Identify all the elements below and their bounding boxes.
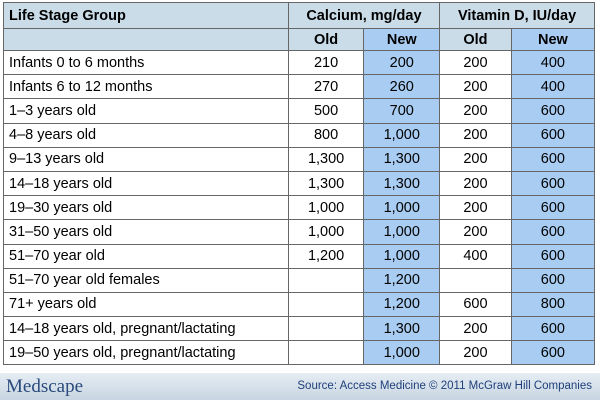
table-row: 31–50 years old 1,000 1,000 200 600: [3, 219, 596, 245]
value-cell: 700: [363, 98, 441, 124]
table-row: 14–18 years old, pregnant/lactating 1,300…: [3, 316, 596, 342]
table-row: 51–70 year old females 1,200 600: [3, 267, 596, 293]
row-label: 31–50 years old: [3, 219, 289, 245]
value-cell: 1,300: [287, 170, 365, 197]
value-cell: [439, 267, 512, 293]
value-cell: [287, 340, 365, 366]
value-cell: 260: [363, 74, 441, 100]
value-cell: 1,300: [287, 146, 365, 172]
footer: Medscape Source: Access Medicine © 2011 …: [0, 373, 600, 400]
row-label: 19–30 years old: [3, 195, 289, 221]
value-cell: 1,200: [287, 243, 365, 269]
value-cell: 1,200: [363, 291, 441, 318]
value-cell: 600: [510, 170, 596, 197]
row-label: 14–18 years old, pregnant/lactating: [3, 316, 289, 342]
value-cell: 600: [510, 195, 596, 221]
value-cell: 600: [439, 291, 512, 318]
value-cell: 400: [510, 74, 596, 100]
value-cell: 1,000: [363, 219, 441, 245]
header-row: Life Stage Group Calcium, mg/day Vitamin…: [3, 2, 595, 29]
header-cell: Vitamin D, IU/day: [439, 2, 595, 29]
row-label: 14–18 years old: [3, 170, 289, 197]
value-cell: 600: [510, 122, 596, 148]
value-cell: 800: [287, 122, 365, 148]
table-row: 1–3 years old 500 700 200 600: [3, 98, 596, 124]
value-cell: [287, 316, 365, 342]
subheader-cell: Old: [287, 28, 365, 51]
value-cell: 600: [510, 267, 596, 293]
value-cell: 1,000: [363, 195, 441, 221]
value-cell: 500: [287, 98, 365, 124]
subheader-cell: [3, 28, 289, 51]
row-label: Infants 6 to 12 months: [3, 74, 289, 100]
table-row: 14–18 years old 1,300 1,300 200 600: [3, 170, 596, 197]
value-cell: 1,300: [363, 146, 441, 172]
header-cell: Life Stage Group: [3, 2, 289, 29]
table-row: 51–70 year old 1,200 1,000 400 600: [3, 243, 596, 269]
row-label: 4–8 years old: [3, 122, 289, 148]
value-cell: 1,300: [363, 170, 441, 197]
row-label: Infants 0 to 6 months: [3, 49, 289, 76]
value-cell: 600: [510, 340, 596, 366]
value-cell: 600: [510, 243, 596, 269]
value-cell: 600: [510, 219, 596, 245]
value-cell: 200: [439, 340, 512, 366]
source: Source: Access Medicine © 2011 McGraw Hi…: [297, 380, 592, 392]
dri-table: Life Stage Group Calcium, mg/day Vitamin…: [3, 2, 596, 366]
table-row: 4–8 years old 800 1,000 200 600: [3, 122, 596, 148]
table-row: 9–13 years old 1,300 1,300 200 600: [3, 146, 596, 172]
row-label: 1–3 years old: [3, 98, 289, 124]
row-label: 71+ years old: [3, 291, 289, 318]
value-cell: 200: [439, 170, 512, 197]
value-cell: 800: [510, 291, 596, 318]
value-cell: 200: [439, 146, 512, 172]
value-cell: 1,000: [287, 219, 365, 245]
subheader-cell: Old: [439, 28, 512, 51]
header-cell: Calcium, mg/day: [287, 2, 441, 29]
value-cell: 600: [510, 98, 596, 124]
table-row: 19–50 years old, pregnant/lactating 1,000…: [3, 340, 596, 366]
value-cell: 200: [439, 98, 512, 124]
row-label: 51–70 year old females: [3, 267, 289, 293]
value-cell: 200: [363, 49, 441, 76]
value-cell: [287, 291, 365, 318]
value-cell: 200: [439, 49, 512, 76]
value-cell: 200: [439, 195, 512, 221]
value-cell: 1,200: [363, 267, 441, 293]
logo: Medscape: [6, 376, 84, 397]
row-label: 51–70 year old: [3, 243, 289, 269]
value-cell: 200: [439, 316, 512, 342]
value-cell: 600: [510, 316, 596, 342]
row-label: 19–50 years old, pregnant/lactating: [3, 340, 289, 366]
row-label: 9–13 years old: [3, 146, 289, 172]
value-cell: 200: [439, 122, 512, 148]
table-row: 19–30 years old 1,000 1,000 200 600: [3, 195, 596, 221]
value-cell: 600: [510, 146, 596, 172]
value-cell: 400: [439, 243, 512, 269]
value-cell: [287, 267, 365, 293]
table-row: 71+ years old 1,200 600 800: [3, 291, 596, 318]
value-cell: 200: [439, 219, 512, 245]
value-cell: 400: [510, 49, 596, 76]
table-row: Infants 6 to 12 months 270 260 200 400: [3, 74, 596, 100]
value-cell: 1,000: [287, 195, 365, 221]
subheader-row: Old New Old New: [3, 28, 596, 51]
table-row: Infants 0 to 6 months 210 200 200 400: [3, 49, 596, 76]
value-cell: 1,300: [363, 316, 441, 342]
value-cell: 200: [439, 74, 512, 100]
subheader-cell: New: [363, 28, 441, 51]
value-cell: 1,000: [363, 340, 441, 366]
value-cell: 210: [287, 49, 365, 76]
subheader-cell: New: [510, 28, 596, 51]
value-cell: 1,000: [363, 243, 441, 269]
value-cell: 1,000: [363, 122, 441, 148]
table-body: Life Stage Group Calcium, mg/day Vitamin…: [3, 2, 596, 366]
value-cell: 270: [287, 74, 365, 100]
